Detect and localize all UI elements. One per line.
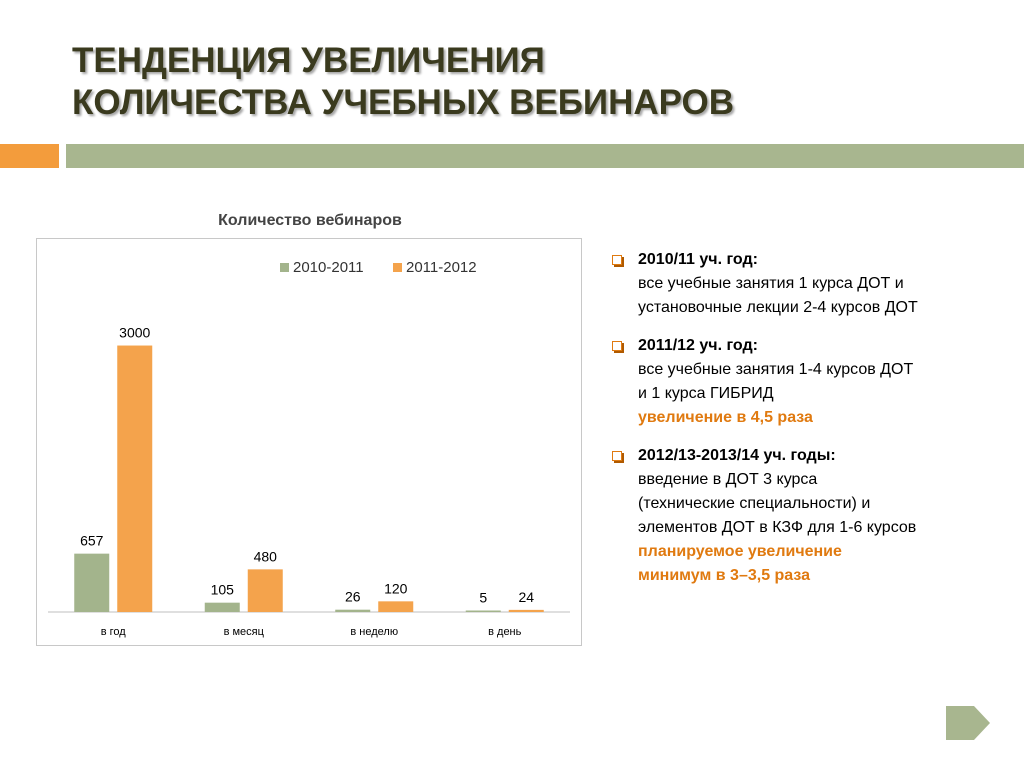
data-label: 657 [80,533,104,549]
square-bullet-icon [612,341,622,351]
bar-2011-2012 [117,345,153,612]
bar-2010-2011 [74,553,110,612]
note-text: введение в ДОТ 3 курса [638,471,818,488]
play-arrow-icon [946,706,990,740]
bar-2010-2011 [335,609,371,612]
bar-2011-2012 [378,601,414,612]
note-text: (технические специальности) и [638,495,871,512]
category-label: в год [101,626,127,638]
accent-bar-orange [0,144,59,168]
accent-bar-green [66,144,1024,168]
square-bullet-icon [612,255,622,265]
note-heading: 2011/12 уч. год: [638,337,758,354]
legend-swatch [280,263,289,272]
bar-2011-2012 [247,569,283,612]
note-text: все учебные занятия 1 курса ДОТ и [638,275,904,292]
note-highlight: увеличение в 4,5 раза [638,409,813,426]
note-item: 2012/13-2013/14 уч. годы: введение в ДОТ … [606,444,1006,588]
note-item: 2010/11 уч. год: все учебные занятия 1 ку… [606,248,1006,320]
note-text: все учебные занятия 1-4 курсов ДОТ [638,361,914,378]
note-highlight: минимум в 3–3,5 раза [638,567,811,584]
notes-list: 2010/11 уч. год: все учебные занятия 1 ку… [606,248,1006,602]
slide-title-line-2: КОЛИЧЕСТВА УЧЕБНЫХ ВЕБИНАРОВ [72,83,735,122]
square-bullet-icon [612,451,622,461]
bar-2011-2012 [508,609,544,612]
note-item: 2011/12 уч. год: все учебные занятия 1-4 … [606,334,1006,430]
note-heading: 2010/11 уч. год: [638,251,758,268]
category-label: в месяц [224,626,265,638]
note-text: и 1 курса ГИБРИД [638,385,774,402]
chart-title: Количество вебинаров [218,212,402,229]
bar-2010-2011 [204,602,240,612]
next-slide-button[interactable] [946,706,990,740]
category-label: в неделю [350,626,398,638]
legend-swatch [393,263,402,272]
data-label: 480 [254,548,278,564]
legend-label: 2011-2012 [406,259,477,276]
legend-label: 2010-2011 [293,259,364,276]
bar-2010-2011 [465,610,501,612]
data-label: 3000 [119,325,150,341]
data-label: 105 [211,582,235,598]
slide-title: ТЕНДЕНЦИЯ УВЕЛИЧЕНИЯ КОЛИЧЕСТВА УЧЕБНЫХ … [72,40,734,124]
bar-chart: 657 3000 в год 105 480 в месяц 26 120 в неделю 5 2… [48,259,570,638]
data-label: 120 [384,580,408,596]
note-text: установочные лекции 2-4 курсов ДОТ [638,299,918,316]
category-label: в день [488,626,522,638]
data-label: 5 [479,590,487,606]
data-label: 24 [518,589,534,605]
data-label: 26 [345,589,361,605]
note-heading: 2012/13-2013/14 уч. годы: [638,447,836,464]
note-highlight: планируемое увеличение [638,543,842,560]
note-text: элементов ДОТ в КЗФ для 1-6 курсов [638,519,917,536]
slide-title-line-1: ТЕНДЕНЦИЯ УВЕЛИЧЕНИЯ [72,41,545,80]
